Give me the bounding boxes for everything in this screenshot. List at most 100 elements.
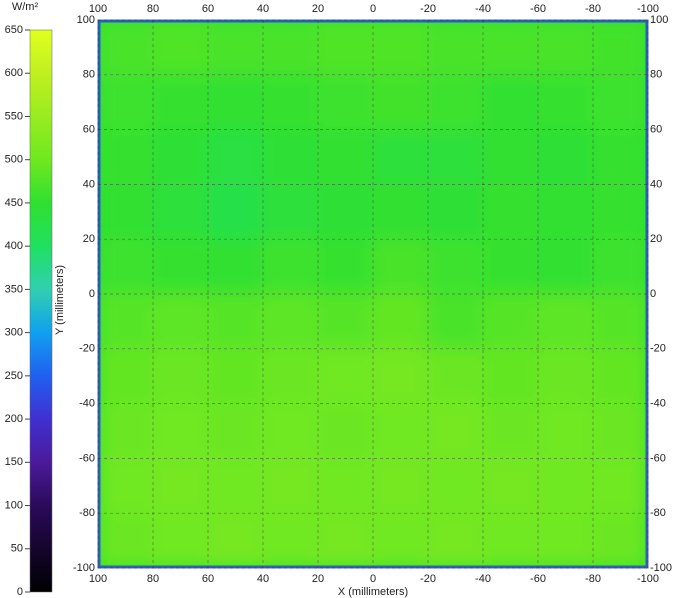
- heatmap-cell: [152, 403, 209, 459]
- heatmap-cell: [317, 348, 374, 405]
- heatmap-cell: [372, 20, 429, 76]
- y-tick-label: -100: [73, 562, 95, 574]
- y-tick-label-right: -60: [650, 452, 666, 464]
- colorbar-tick-label: 300: [5, 327, 23, 339]
- y-tick-label-right: -40: [650, 398, 666, 410]
- heatmap-cell: [317, 512, 374, 568]
- heatmap-cell: [207, 238, 264, 295]
- heatmap-cell: [592, 183, 648, 240]
- heatmap-cell: [98, 293, 154, 350]
- heatmap-cell: [152, 457, 209, 514]
- heatmap-cell: [592, 403, 648, 459]
- heatmap-cell: [207, 20, 264, 76]
- y-tick-label-right: 20: [650, 233, 662, 245]
- heatmap-cell: [427, 74, 484, 131]
- x-tick-label-top: 60: [202, 3, 214, 15]
- heatmap-cell: [537, 74, 594, 131]
- heatmap-cell: [317, 20, 374, 76]
- heatmap-cells: [98, 20, 648, 568]
- heatmap-cell: [262, 238, 319, 295]
- x-tick-label: -100: [637, 573, 659, 585]
- colorbar-tick-label: 550: [5, 110, 23, 122]
- heatmap-cell: [482, 293, 539, 350]
- heatmap-cell: [537, 238, 594, 295]
- x-tick-label: 60: [202, 573, 214, 585]
- colorbar-tick-label: 500: [5, 154, 23, 166]
- heatmap-cell: [207, 129, 264, 185]
- heatmap-cell: [372, 457, 429, 514]
- heatmap-cell: [262, 183, 319, 240]
- heatmap-cell: [537, 457, 594, 514]
- heatmap-cell: [98, 457, 154, 514]
- y-tick-label: 100: [77, 14, 95, 26]
- heatmap-cell: [207, 512, 264, 568]
- y-tick-label-right: -80: [650, 507, 666, 519]
- heatmap-cell: [482, 129, 539, 185]
- heatmap-cell: [482, 348, 539, 405]
- heatmap-cell: [207, 183, 264, 240]
- heatmap-cell: [427, 457, 484, 514]
- y-axis-label: Y (millimeters): [54, 265, 66, 335]
- heatmap-cell: [152, 238, 209, 295]
- y-tick-label: 0: [89, 288, 95, 300]
- heatmap-cell: [592, 238, 648, 295]
- heatmap-cell: [262, 457, 319, 514]
- heatmap-cell: [537, 20, 594, 76]
- x-tick-label: -80: [585, 573, 601, 585]
- colorbar-tick-label: 0: [17, 586, 23, 598]
- heatmap-cell: [317, 238, 374, 295]
- colorbar-tick-label: 250: [5, 370, 23, 382]
- colorbar-tick-label: 600: [5, 67, 23, 79]
- x-tick-label-top: 40: [257, 3, 269, 15]
- heatmap-cell: [98, 74, 154, 131]
- heatmap-cell: [262, 20, 319, 76]
- heatmap-cell: [152, 74, 209, 131]
- heatmap-cell: [98, 238, 154, 295]
- heatmap-cell: [592, 74, 648, 131]
- heatmap-cell: [98, 20, 154, 76]
- heatmap-cell: [482, 457, 539, 514]
- heatmap-cell: [372, 129, 429, 185]
- x-tick-label: 80: [147, 573, 159, 585]
- heatmap-cell: [372, 238, 429, 295]
- heatmap-cell: [592, 348, 648, 405]
- heatmap-cell: [207, 74, 264, 131]
- heatmap-cell: [592, 512, 648, 568]
- y-tick-label: -80: [79, 507, 95, 519]
- heatmap-cell: [537, 403, 594, 459]
- x-tick-label-top: -20: [420, 3, 436, 15]
- y-tick-label: 20: [83, 233, 95, 245]
- x-tick-label: -60: [530, 573, 546, 585]
- heatmap-cell: [372, 403, 429, 459]
- heatmap-cell: [427, 129, 484, 185]
- colorbar-tick-label: 200: [5, 413, 23, 425]
- x-tick-label: -20: [420, 573, 436, 585]
- heatmap-cell: [482, 512, 539, 568]
- heatmap-cell: [152, 348, 209, 405]
- x-tick-label: -40: [475, 573, 491, 585]
- x-tick-label-top: -60: [530, 3, 546, 15]
- heatmap-cell: [317, 74, 374, 131]
- x-tick-label: 100: [89, 573, 107, 585]
- y-tick-label-right: 80: [650, 69, 662, 81]
- x-tick-label-top: 100: [89, 3, 107, 15]
- heatmap-cell: [427, 238, 484, 295]
- heatmap-cell: [592, 20, 648, 76]
- heatmap-cell: [537, 129, 594, 185]
- heatmap-cell: [427, 403, 484, 459]
- heatmap-cell: [592, 129, 648, 185]
- heatmap-cell: [262, 403, 319, 459]
- heatmap-cell: [427, 512, 484, 568]
- colorbar-tick-label: 100: [5, 499, 23, 511]
- colorbar-tick-label: 350: [5, 283, 23, 295]
- x-tick-label: 40: [257, 573, 269, 585]
- heatmap-cell: [98, 348, 154, 405]
- x-tick-label-top: -40: [475, 3, 491, 15]
- heatmap-cell: [207, 457, 264, 514]
- y-tick-label: 60: [83, 124, 95, 136]
- heatmap-cell: [482, 183, 539, 240]
- heatmap-cell: [592, 293, 648, 350]
- heatmap-cell: [152, 183, 209, 240]
- y-tick-label-right: -20: [650, 343, 666, 355]
